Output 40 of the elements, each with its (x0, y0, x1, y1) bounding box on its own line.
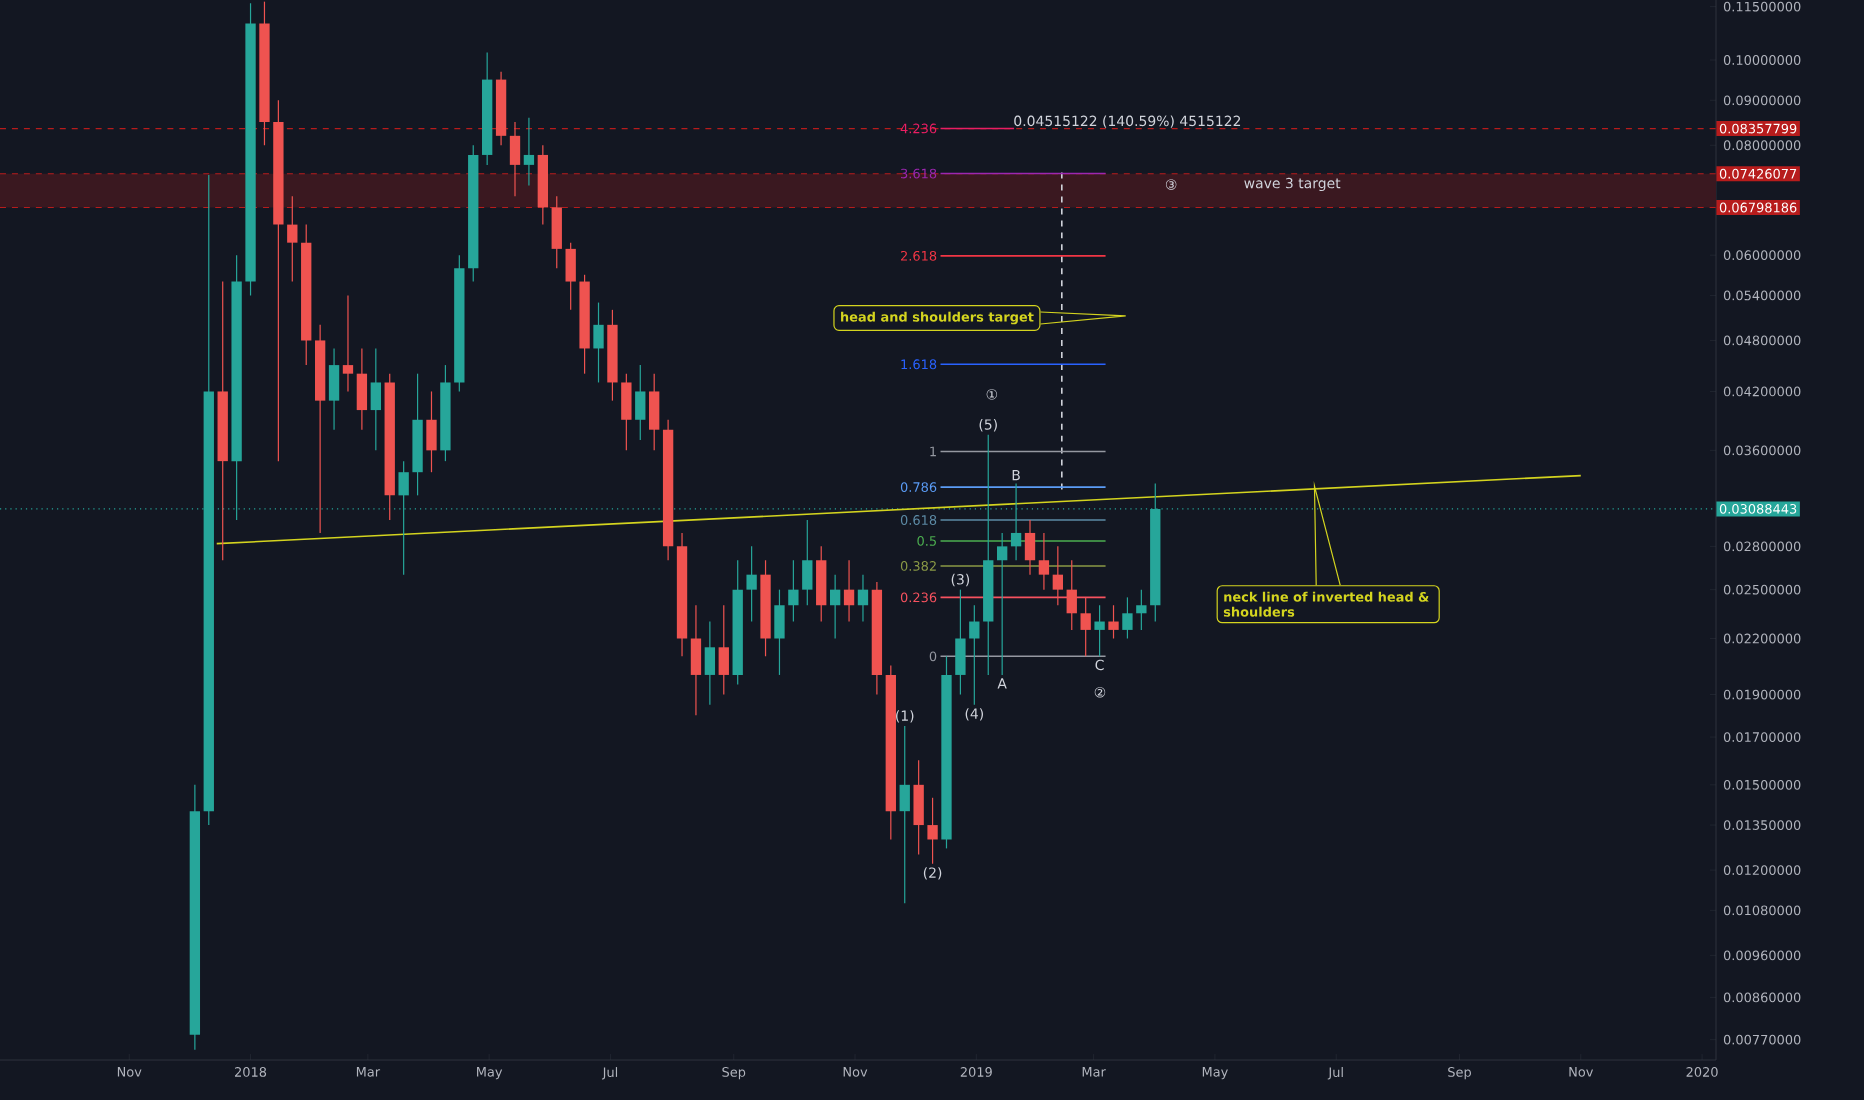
candlestick (1024, 519, 1036, 576)
candlestick (829, 574, 841, 640)
candlestick (802, 519, 813, 606)
candlestick (621, 373, 632, 451)
candlestick (356, 347, 368, 431)
candlestick (955, 589, 966, 696)
candlestick (788, 559, 799, 623)
candlestick (816, 545, 827, 623)
candlestick (1052, 545, 1064, 606)
candlestick (509, 121, 521, 197)
candlestick (1066, 559, 1077, 631)
candlestick (927, 797, 938, 865)
candlestick (996, 532, 1008, 676)
candlestick (370, 347, 381, 451)
candlestick (1038, 532, 1050, 591)
candlestick (704, 620, 716, 706)
candlestick (287, 195, 298, 283)
candlestick (899, 725, 910, 904)
candlestick (690, 604, 702, 716)
candlestick (913, 759, 924, 856)
candlestick (328, 347, 340, 431)
candlestick (1108, 604, 1119, 640)
candlestick (649, 373, 660, 451)
candlestick (718, 604, 729, 696)
candlestick (635, 364, 646, 441)
candlestick (523, 117, 535, 187)
candlestick (746, 545, 757, 623)
candlestick (426, 390, 437, 473)
candlestick (593, 301, 604, 384)
candlestick (1136, 589, 1147, 631)
candlestick (1122, 596, 1133, 640)
candlestick (1094, 604, 1105, 657)
candlestick (565, 242, 576, 311)
candlestick (551, 195, 562, 269)
candlestick (969, 604, 980, 706)
candlestick (843, 559, 855, 623)
candlestick (857, 574, 869, 623)
candlestick (774, 589, 785, 676)
candlestick (1080, 596, 1091, 657)
candlestick (342, 294, 354, 393)
